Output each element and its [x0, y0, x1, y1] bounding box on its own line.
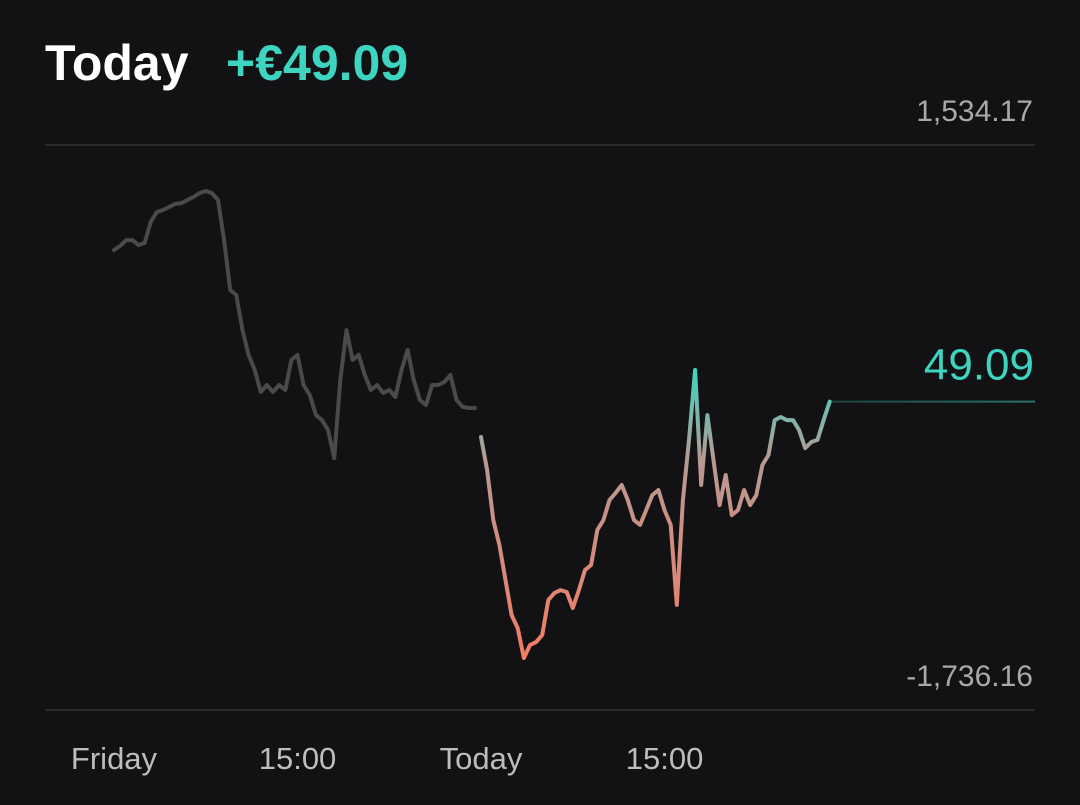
- x-tick-label: 15:00: [626, 741, 704, 776]
- line-series: [479, 368, 832, 660]
- y-tick-label: 1,534.17: [916, 95, 1033, 128]
- title: Today: [45, 35, 189, 91]
- change-label: +€49.09: [226, 35, 408, 91]
- y-tick-label: -1,736.16: [906, 660, 1033, 693]
- x-tick-label: Friday: [71, 741, 158, 776]
- x-tick-label: 15:00: [259, 741, 337, 776]
- x-tick-label: Today: [440, 741, 523, 776]
- line-series: [112, 189, 477, 461]
- current-value-label: 49.09: [924, 341, 1034, 390]
